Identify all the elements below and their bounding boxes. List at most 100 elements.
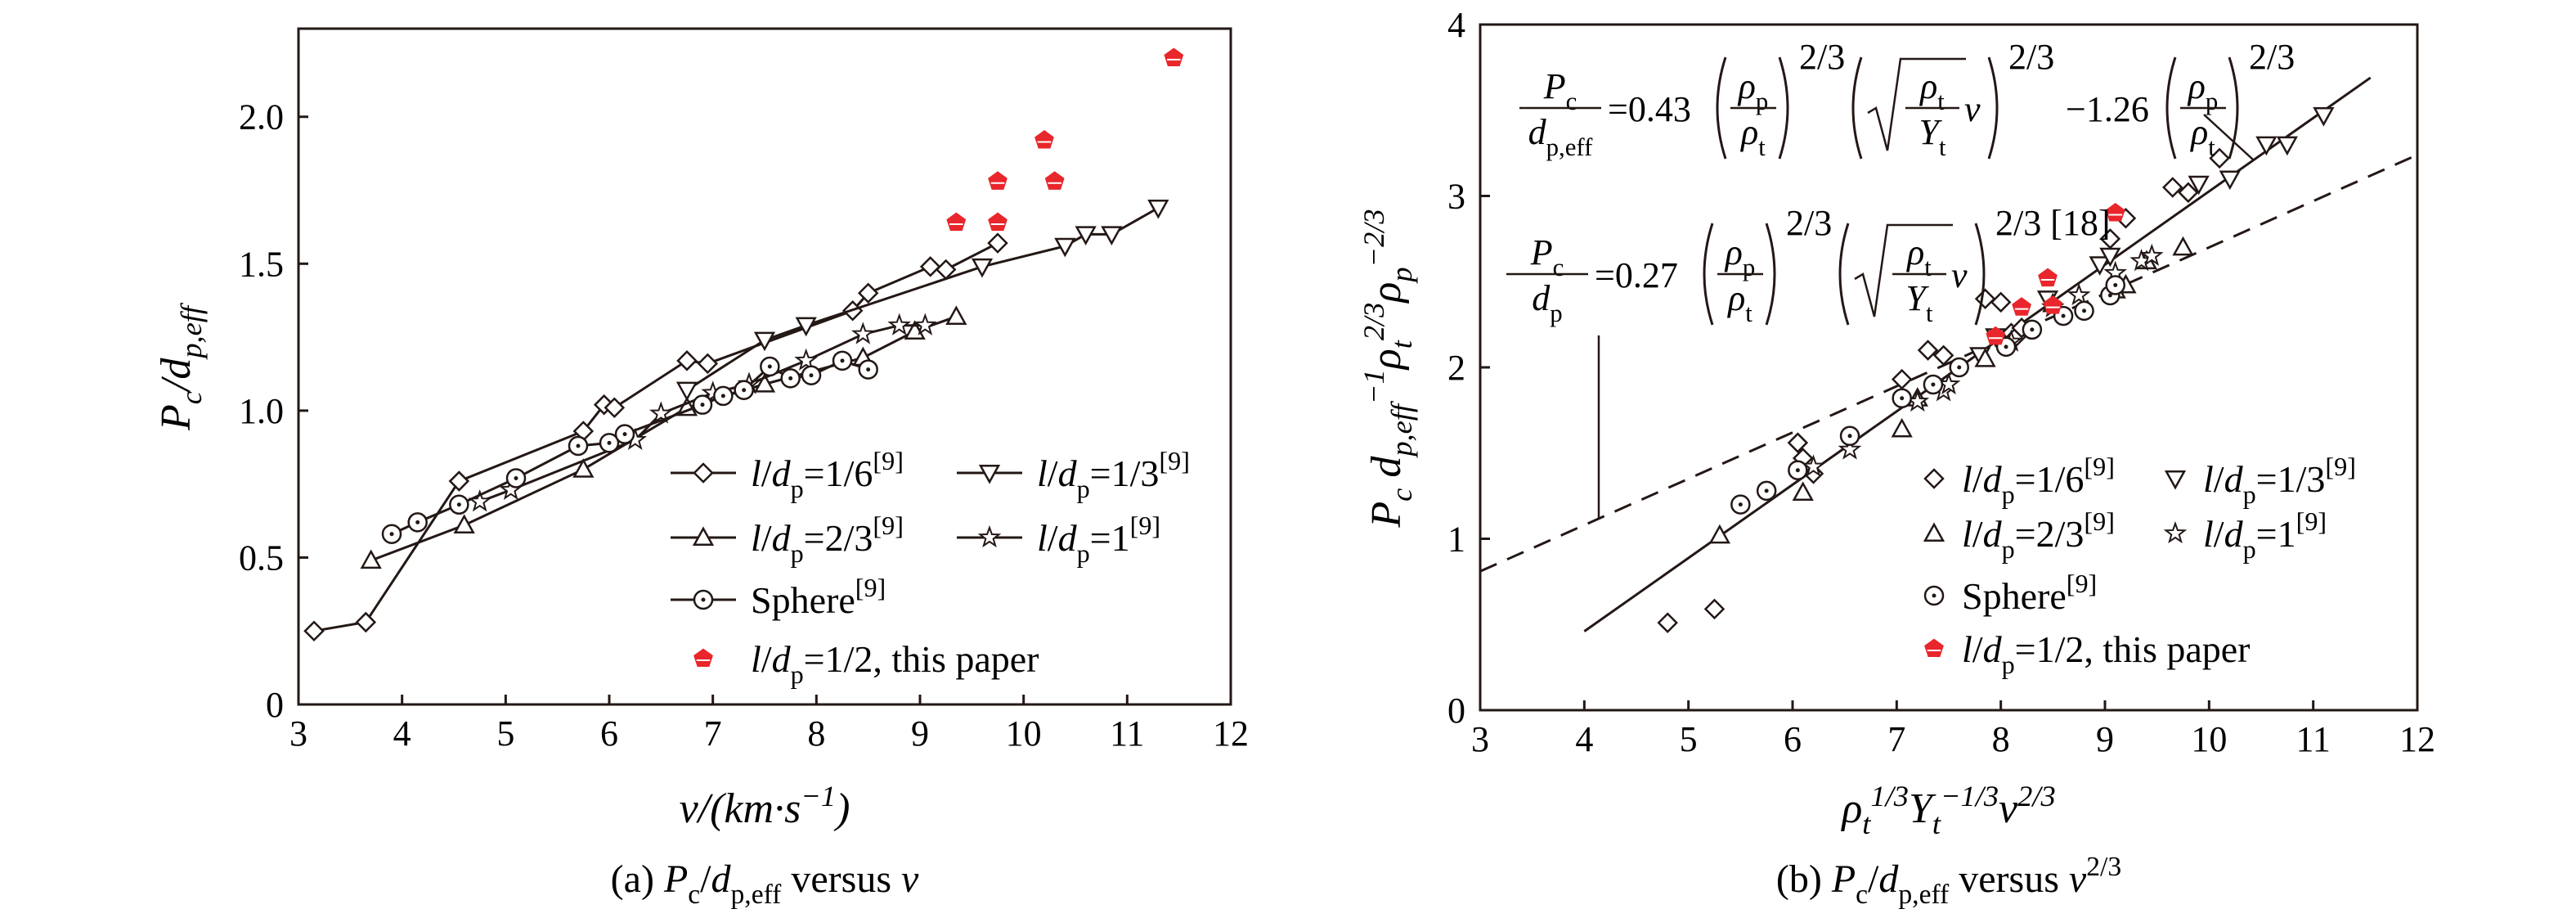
data-point	[713, 385, 734, 407]
legend-item-s13: l/dp=1/3[9]	[957, 446, 1190, 503]
data-point	[1787, 432, 1809, 453]
marker-dot	[607, 440, 612, 445]
text-run: /	[761, 517, 772, 559]
x-tick-label: 10	[2191, 719, 2227, 759]
data-point	[1923, 374, 1944, 395]
text-run: v	[680, 785, 699, 832]
legend-item-sph: Sphere[9]	[671, 573, 886, 621]
legend-marker	[1923, 585, 1945, 606]
marker-pentagon	[2105, 202, 2125, 222]
data-point	[1730, 494, 1751, 515]
marker-dot	[701, 597, 706, 602]
data-point	[1044, 171, 1065, 190]
legend-item-s23: l/dp=2/3[9]	[671, 511, 904, 568]
data-point	[913, 313, 937, 335]
legend-item-b23: l/dp=2/3[9]	[1923, 506, 2115, 564]
marker-pentagon	[988, 171, 1008, 190]
text-run: versus	[781, 857, 901, 901]
text-run: p	[791, 474, 804, 503]
text-run: =1/3	[1090, 452, 1160, 494]
data-point	[988, 171, 1008, 190]
data-point	[1949, 357, 1969, 378]
fraction-denominator: ρt	[1726, 278, 1752, 327]
data-point	[2089, 256, 2111, 276]
text-run: ρ	[1363, 282, 1410, 304]
text-run: c	[1385, 488, 1418, 502]
data-point	[945, 305, 967, 325]
x-tick-label: 11	[1110, 713, 1144, 754]
exponent: 2/3	[2008, 37, 2054, 77]
fit-line-dashed-fit	[1480, 153, 2417, 573]
x-tick-label: 11	[2296, 719, 2330, 759]
data-point	[505, 468, 527, 488]
text-run: d	[772, 452, 792, 494]
text-run: /	[2214, 513, 2224, 555]
paren-open	[1838, 223, 1850, 326]
text-run: =2/3	[2015, 513, 2085, 555]
text-run: =1/6	[2015, 458, 2085, 500]
text-run: Y	[1905, 278, 1929, 318]
text-run: /	[1972, 458, 1983, 500]
legend-marker	[692, 526, 715, 547]
text-run: 2/3	[1786, 203, 1832, 243]
marker-dot	[415, 520, 420, 524]
plot-area	[1480, 76, 2417, 633]
data-point	[734, 380, 754, 400]
data-point	[1986, 326, 2006, 345]
text-run: d	[1983, 513, 2003, 555]
data-point	[599, 433, 620, 453]
x-axis-label: v/(km·s−1)	[680, 780, 850, 832]
x-tick-label: 9	[911, 713, 929, 754]
text-run: Sphere	[1962, 575, 2067, 617]
text-run: c	[688, 880, 700, 910]
marker-pentagon	[2038, 268, 2058, 287]
x-tick-label: 9	[2096, 719, 2114, 759]
legend-item-paper: l/dp=1/2, this paper	[693, 638, 1039, 689]
legend-label: l/dp=1/6[9]	[751, 446, 904, 503]
legend-label: Sphere[9]	[751, 573, 886, 621]
text-run: P	[1363, 502, 1410, 529]
legend-label: l/dp=1[9]	[2203, 506, 2327, 564]
marker-pentagon	[988, 212, 1008, 232]
data-point	[753, 372, 776, 393]
text-run: /	[153, 376, 200, 394]
fraction-denominator: Yt	[1919, 112, 1945, 161]
text-run: d	[2224, 513, 2244, 555]
data-point	[675, 396, 698, 416]
legend-label: l/dp=1/2, this paper	[1962, 628, 2251, 679]
text-run: c	[175, 391, 208, 404]
marker-dot	[2107, 293, 2112, 298]
text-run: d	[1532, 278, 1551, 318]
data-point	[1974, 288, 1996, 309]
data-point	[453, 514, 475, 533]
marker-dot	[1932, 593, 1936, 598]
data-point	[2043, 295, 2063, 314]
text-run: p,eff	[731, 880, 783, 910]
text-run: p,eff	[175, 302, 208, 361]
text-run: [9]	[873, 511, 904, 540]
text-run: p,eff	[1898, 880, 1950, 910]
text-run: ρ	[1724, 232, 1743, 272]
x-tick-label: 7	[1887, 719, 1905, 759]
legend-label: l/dp=1[9]	[1037, 511, 1160, 568]
text-run: t	[1758, 133, 1766, 161]
marker-dot	[2113, 282, 2118, 287]
data-point	[2099, 247, 2121, 268]
fraction-numerator: ρt	[1919, 66, 1945, 115]
text-run: p	[2243, 479, 2256, 509]
text-run: ρ	[1919, 66, 1937, 106]
y-tick-label: 0.5	[239, 538, 284, 578]
text-run: p	[791, 659, 804, 689]
marker-pentagon	[1164, 47, 1184, 67]
text-run: /	[1972, 628, 1983, 670]
data-point	[675, 381, 698, 402]
data-point	[760, 356, 780, 377]
text-run: t	[1745, 299, 1752, 327]
text-run: d	[1878, 857, 1899, 901]
text-run: P	[1543, 66, 1566, 106]
text-run: [9]	[2084, 506, 2115, 536]
text-run: P	[1831, 857, 1856, 901]
data-point	[2012, 297, 2031, 316]
data-point	[2313, 106, 2335, 127]
